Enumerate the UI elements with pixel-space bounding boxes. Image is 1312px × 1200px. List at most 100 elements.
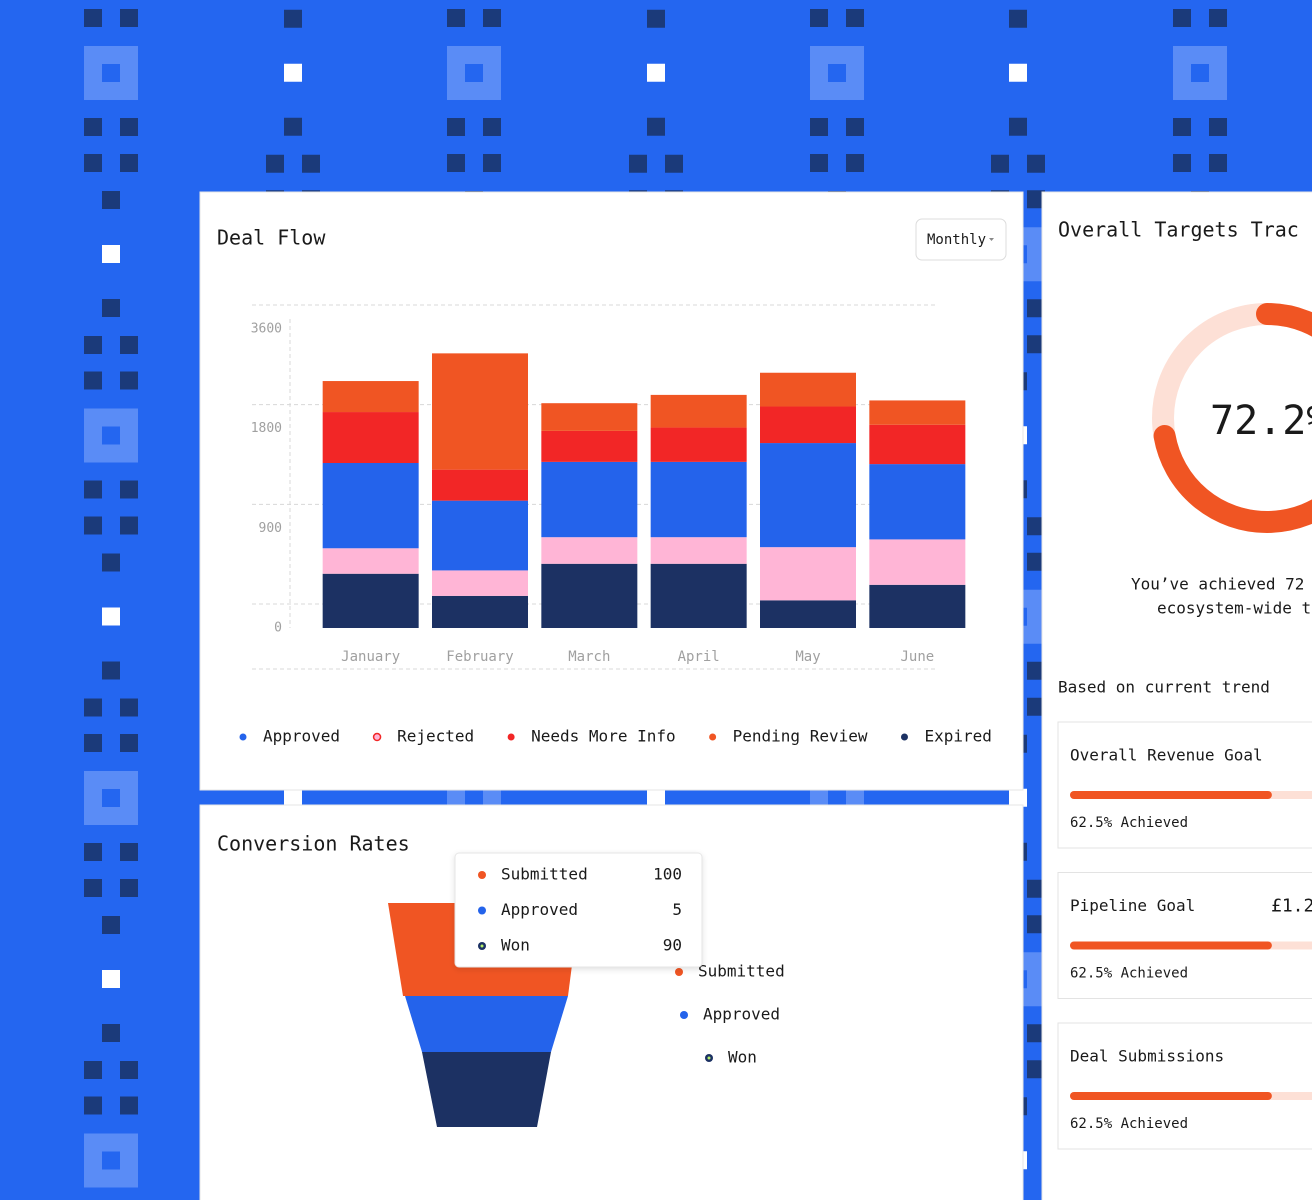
bar-segment (322, 573, 419, 628)
bar-segment (650, 537, 747, 564)
dropdown-caret (989, 238, 994, 241)
pattern-square (266, 154, 284, 173)
tooltip-value: 5 (672, 900, 682, 919)
tooltip-dot (478, 906, 486, 915)
pattern-square (102, 191, 120, 209)
tooltip-dot-center (480, 944, 484, 948)
pattern-square (120, 371, 138, 390)
pattern-square (828, 789, 846, 807)
funnel-stage (405, 996, 568, 1052)
pattern-square (102, 299, 120, 317)
legend-dot (372, 732, 382, 742)
pattern-square (483, 154, 501, 172)
pattern-square (629, 154, 647, 173)
trend-label: Based on current trend (1058, 678, 1270, 697)
pattern-square (102, 1151, 120, 1170)
pattern-square (465, 789, 483, 807)
pattern-square (84, 154, 102, 172)
caption: ecosystem-wide t (1157, 599, 1311, 618)
pattern-square (647, 63, 665, 82)
bar-segment (869, 424, 966, 465)
goal-progress-label: 62.5% Achieved (1070, 815, 1188, 831)
bar-segment (432, 500, 528, 571)
bar-segment (432, 353, 528, 470)
pattern-square (102, 64, 120, 82)
pattern-square (102, 916, 120, 934)
bar-segment (541, 430, 638, 462)
pattern-square (846, 9, 864, 27)
bar-segment (322, 381, 419, 413)
tooltip-value: 90 (663, 936, 682, 955)
bar-segment (760, 406, 856, 444)
pattern-square (1209, 118, 1227, 136)
goal-progress-label: 62.5% Achieved (1070, 966, 1188, 982)
bar-segment (541, 563, 638, 628)
content: 0 900 1800 3600 January February March April May… (239, 303, 1312, 1150)
pattern-square (1027, 697, 1045, 716)
tooltip-label: Approved (501, 900, 578, 919)
x-tick-label: March (568, 649, 610, 665)
pattern-square (120, 9, 138, 27)
pattern-square (120, 118, 138, 136)
pattern-square (810, 9, 828, 27)
pattern-square (1027, 879, 1045, 898)
pattern-square (1209, 9, 1227, 27)
legend-label: Needs More Info (531, 727, 676, 746)
pattern-square (483, 118, 501, 136)
pattern-square (991, 154, 1009, 173)
progress-bar (1070, 791, 1272, 799)
dropdown[interactable] (915, 218, 1007, 261)
dropdown-label[interactable]: Monthly (927, 232, 986, 248)
pattern-square (1027, 154, 1045, 173)
goal-card (1057, 1022, 1312, 1150)
legend-dot (709, 733, 717, 741)
pattern-square (810, 154, 828, 172)
pattern-square (102, 426, 120, 445)
bar-segment (541, 461, 638, 538)
bar-segment (760, 547, 856, 601)
pattern-square (102, 1024, 120, 1042)
bar-segment (650, 461, 747, 538)
pattern-square (1009, 9, 1027, 28)
y-tick-label: 0 (274, 621, 282, 636)
pattern-square (846, 154, 864, 172)
pattern-square (1191, 64, 1209, 82)
bar-segment (322, 462, 419, 549)
bar-segment (650, 394, 747, 428)
legend-dot-center (707, 1056, 711, 1060)
pattern-square (84, 879, 102, 897)
pattern-square (647, 9, 665, 28)
legend-label: Expired (924, 727, 991, 746)
pattern-square (120, 698, 138, 717)
legend-label: Approved (263, 727, 340, 746)
x-tick-label: May (795, 649, 820, 665)
pattern-square (120, 336, 138, 354)
pattern-square (1027, 299, 1045, 318)
bar-segment (541, 537, 638, 564)
goal-amount: £1.2 (1271, 896, 1312, 917)
goal-name: Deal Submissions (1070, 1047, 1224, 1066)
tooltip-value: 100 (653, 865, 682, 884)
pattern-square (1173, 9, 1191, 27)
legend-label: Pending Review (733, 727, 868, 746)
pattern-square (84, 843, 102, 861)
pattern-square (1009, 63, 1027, 82)
y-tick-label: 3600 (251, 322, 282, 337)
pattern-square (810, 118, 828, 136)
bar-segment (322, 412, 419, 463)
pattern-square (84, 1061, 102, 1079)
legend-dot (507, 733, 515, 741)
pattern-square (284, 117, 302, 136)
pattern-square (84, 371, 102, 390)
x-tick-label: June (900, 649, 934, 665)
pattern-square (120, 480, 138, 499)
legend-dot (680, 1011, 688, 1019)
card-title: Deal Flow (217, 226, 326, 250)
y-tick-label: 1800 (251, 421, 282, 436)
pattern-square (284, 63, 302, 82)
legend-dot (675, 968, 683, 976)
pattern-square (665, 154, 683, 173)
pattern-square (84, 516, 102, 535)
card-title: Conversion Rates (217, 832, 410, 856)
bar-segment (541, 403, 638, 431)
